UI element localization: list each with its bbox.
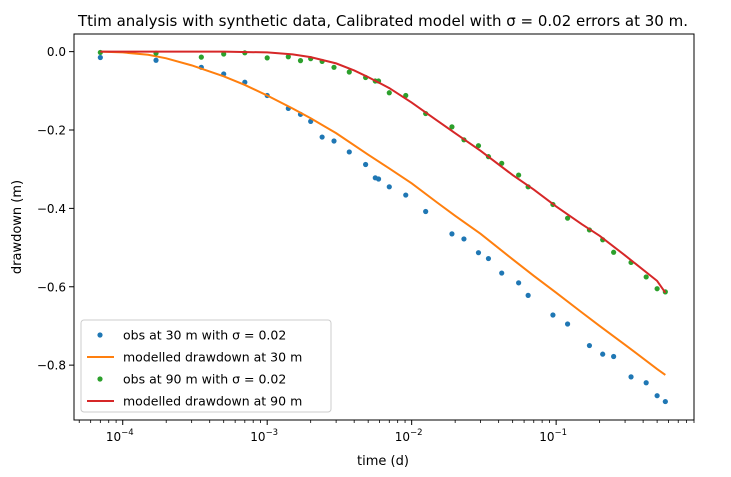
x-axis: 10−4 10−3 10−2 10−1 [78, 420, 695, 444]
axes-frame [73, 33, 695, 421]
data-point [654, 393, 660, 399]
legend-entry: obs at 90 m with σ = 0.02 [97, 372, 286, 387]
y-axis-label: drawdown (m) [10, 180, 25, 274]
data-point [97, 54, 103, 61]
series-2-line [100, 50, 666, 376]
data-point [516, 172, 522, 178]
data-point [319, 134, 325, 140]
legend-label: obs at 30 m with σ = 0.02 [123, 328, 286, 343]
data-point [654, 286, 660, 292]
data-point [403, 192, 409, 198]
y-tick-label: −0.8 [37, 359, 66, 373]
data-point [611, 249, 617, 255]
data-point [461, 236, 467, 242]
data-point [285, 54, 291, 60]
data-point [153, 57, 159, 63]
data-point [198, 54, 204, 60]
data-point [499, 270, 505, 276]
legend-entry: modelled drawdown at 90 m [87, 394, 302, 409]
data-point [586, 342, 593, 349]
data-point [386, 184, 392, 190]
data-point [600, 351, 606, 357]
y-tick-label: −0.2 [37, 124, 66, 138]
data-point [475, 143, 482, 149]
data-point [525, 292, 531, 298]
data-point [449, 231, 455, 237]
x-axis-label: time (d) [357, 454, 409, 469]
data-point [346, 149, 352, 155]
data-point [564, 321, 571, 327]
data-point [643, 380, 649, 386]
data-point [550, 312, 556, 318]
legend-label: modelled drawdown at 30 m [123, 350, 302, 365]
series-4-line [100, 50, 667, 294]
data-point [346, 69, 352, 75]
y-axis: 0.0 −0.2 −0.4 −0.6 −0.8 [37, 45, 74, 373]
legend: obs at 30 m with σ = 0.02 modelled drawdo… [80, 319, 332, 413]
data-point [516, 280, 522, 286]
legend-point-marker [97, 332, 103, 338]
legend-label: obs at 90 m with σ = 0.02 [123, 372, 286, 387]
data-point [386, 90, 392, 96]
data-point [564, 215, 571, 221]
legend-entry: modelled drawdown at 30 m [87, 350, 302, 365]
data-point [643, 274, 649, 280]
data-point [662, 398, 668, 405]
legend-box [80, 319, 332, 413]
data-point [475, 250, 482, 256]
plot-area [97, 49, 668, 405]
y-tick-label: −0.6 [37, 280, 66, 294]
data-point [297, 58, 304, 64]
data-point [331, 64, 337, 70]
data-point [363, 161, 369, 168]
data-point [264, 55, 270, 61]
data-point [423, 208, 429, 215]
legend-entry: obs at 30 m with σ = 0.02 [97, 328, 286, 343]
data-point [485, 255, 492, 262]
data-point [628, 374, 634, 380]
data-point [611, 353, 617, 360]
y-tick-label: −0.4 [37, 202, 66, 216]
data-point [331, 138, 337, 144]
legend-label: modelled drawdown at 90 m [123, 394, 302, 409]
data-point [449, 124, 455, 130]
data-point [221, 51, 227, 57]
chart-title: Ttim analysis with synthetic data, Calib… [77, 12, 688, 30]
data-point [375, 176, 382, 182]
y-tick-label: 0.0 [47, 45, 66, 59]
legend-point-marker [97, 376, 103, 382]
